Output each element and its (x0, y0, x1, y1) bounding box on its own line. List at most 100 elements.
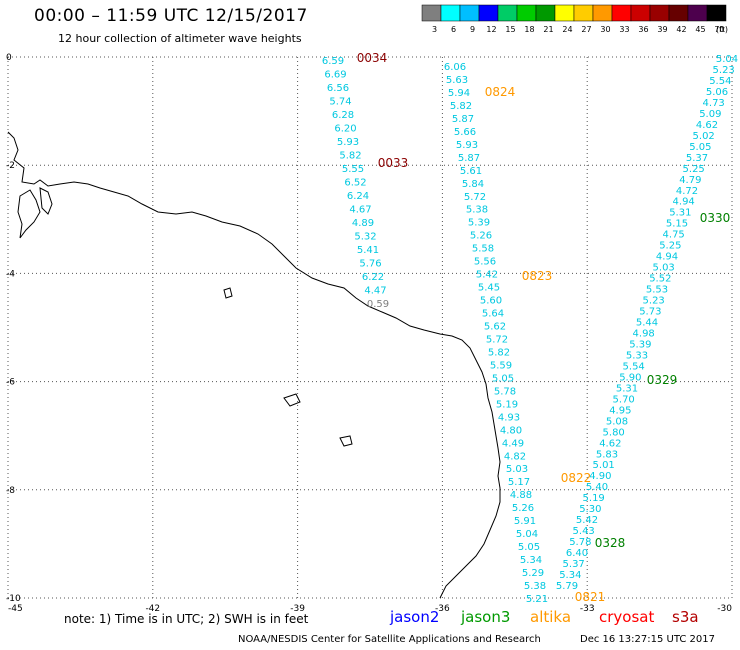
wave-height-value: 5.82 (339, 151, 361, 162)
wave-height-value: 6.56 (327, 83, 349, 94)
color-scale-tick: 3 (432, 25, 437, 34)
wave-height-value: 4.82 (504, 451, 526, 462)
wave-height-value: 4.73 (703, 98, 725, 109)
wave-height-value: 5.39 (629, 339, 651, 350)
color-scale-tick: 9 (470, 25, 475, 34)
wave-height-value: 4.94 (673, 197, 695, 208)
longitude-tick-label: -36 (435, 604, 450, 614)
wave-height-value: 5.58 (472, 244, 494, 255)
wave-height-value: 5.31 (669, 208, 691, 219)
wave-height-value: 4.95 (609, 405, 631, 416)
satellite-legend-item: s3a (672, 608, 699, 626)
wave-height-value: 5.33 (626, 350, 648, 361)
wave-height-value: 5.34 (559, 570, 581, 581)
wave-height-value: 5.40 (586, 482, 608, 493)
wave-height-value: 5.61 (460, 166, 482, 177)
wave-height-value: 5.76 (359, 259, 381, 270)
island-coast (283, 393, 301, 407)
wave-height-value: 4.79 (679, 175, 701, 186)
color-scale-tick: 15 (505, 25, 515, 34)
wave-height-value: 5.01 (593, 460, 615, 471)
color-scale-swatch (706, 4, 727, 22)
pass-time-label: 0823 (522, 269, 553, 283)
wave-height-value: 5.31 (616, 383, 638, 394)
wave-height-value: 5.19 (496, 399, 518, 410)
altimeter-passes: 6.59 6.69 6.56 5.74 6.28 6.20 5.93 5.82 5.55 6.52… (322, 54, 738, 605)
color-scale-tick: 6 (451, 25, 456, 34)
wave-height-value: 5.84 (462, 179, 484, 190)
wave-height-value: 4.98 (633, 328, 655, 339)
wave-height-value: 4.72 (676, 186, 698, 197)
map-subtitle: 12 hour collection of altimeter wave hei… (58, 32, 302, 45)
wave-height-value: 5.73 (639, 307, 661, 318)
wave-height-value: 4.90 (589, 471, 611, 482)
color-scale-swatch (630, 4, 651, 22)
wave-height-value: 5.21 (526, 594, 548, 605)
wave-height-value: 5.54 (623, 361, 645, 372)
wave-height-value: 5.26 (470, 231, 492, 242)
satellite-legend-item: altika (530, 608, 572, 626)
color-scale-swatch (497, 4, 518, 22)
wave-height-value: 5.56 (474, 257, 496, 268)
color-scale-bar: 3 6 9 12 15 18 21 24 27 30 33 36 39 42 45 70(ft) (421, 4, 728, 34)
wave-height-value: 5.23 (713, 65, 735, 76)
latitude-tick-label: -2 (6, 161, 15, 171)
color-scale-tick: 12 (486, 25, 496, 34)
wave-height-value: 5.72 (464, 192, 486, 203)
wave-height-value: 5.17 (508, 477, 530, 488)
satellite-legend-item: jason2 (390, 608, 440, 626)
longitude-tick-label: -39 (290, 604, 305, 614)
wave-height-value: 4.67 (349, 205, 371, 216)
latitude-tick-label: -4 (6, 269, 15, 279)
wave-height-value: 5.39 (468, 218, 490, 229)
color-scale-swatch (421, 4, 442, 22)
pass-time-label: 0034 (357, 51, 388, 65)
wave-height-value: 6.24 (347, 191, 369, 202)
wave-height-value: 5.44 (636, 318, 658, 329)
wave-height-value: 5.26 (512, 503, 534, 514)
wave-height-value: 5.05 (689, 142, 711, 153)
satellite-legend-item: cryosat (599, 608, 655, 626)
island-coast (39, 187, 53, 215)
island-coast (339, 435, 353, 447)
wave-height-value: 5.87 (458, 153, 480, 164)
pass-time-label: 0330 (700, 211, 731, 225)
map-title: 00:00 – 11:59 UTC 12/15/2017 (34, 6, 308, 26)
wave-height-value: 5.70 (613, 394, 635, 405)
wave-height-value: 4.89 (352, 218, 374, 229)
pass-time-labels: 0034 0033 0824 0823 0822 0821 0330 0329 0328 (357, 51, 731, 604)
coastline (7, 131, 501, 599)
wave-height-value: 5.41 (357, 245, 379, 256)
wave-height-value: 5.25 (683, 164, 705, 175)
wave-height-value: 6.20 (334, 124, 356, 135)
generated-timestamp: Dec 16 13:27:15 UTC 2017 (580, 634, 715, 645)
color-scale-tick: 33 (619, 25, 629, 34)
wave-height-value: 5.42 (476, 270, 498, 281)
wave-height-value: 5.87 (452, 114, 474, 125)
longitude-tick-label: -45 (8, 604, 23, 614)
wave-height-value: 6.22 (362, 272, 384, 283)
wave-height-value: 5.29 (522, 568, 544, 579)
color-scale-swatch (668, 4, 689, 22)
wave-height-value: 5.93 (456, 140, 478, 151)
color-scale-tick: 18 (524, 25, 534, 34)
satellite-legend-item: jason3 (461, 608, 511, 626)
wave-height-value: 6.52 (344, 178, 366, 189)
longitude-tick-label: -30 (717, 604, 732, 614)
color-scale-swatch (649, 4, 670, 22)
color-scale-swatch (516, 4, 537, 22)
wave-height-value: 5.80 (603, 427, 625, 438)
wave-height-value: 0.59 (367, 299, 389, 310)
wave-height-value: 5.04 (516, 529, 538, 540)
color-scale-tick: 42 (676, 25, 686, 34)
pass-time-label: 0822 (561, 471, 592, 485)
brazil-coastline (7, 131, 501, 599)
color-scale-swatch (573, 4, 594, 22)
wave-height-value: 5.30 (579, 504, 601, 515)
pass-time-label: 0328 (595, 536, 626, 550)
color-scale-swatch (611, 4, 632, 22)
wave-height-value: 5.09 (699, 109, 721, 120)
wave-height-value: 5.64 (482, 309, 504, 320)
wave-height-value: 5.54 (709, 76, 731, 87)
wave-height-value: 5.32 (354, 232, 376, 243)
